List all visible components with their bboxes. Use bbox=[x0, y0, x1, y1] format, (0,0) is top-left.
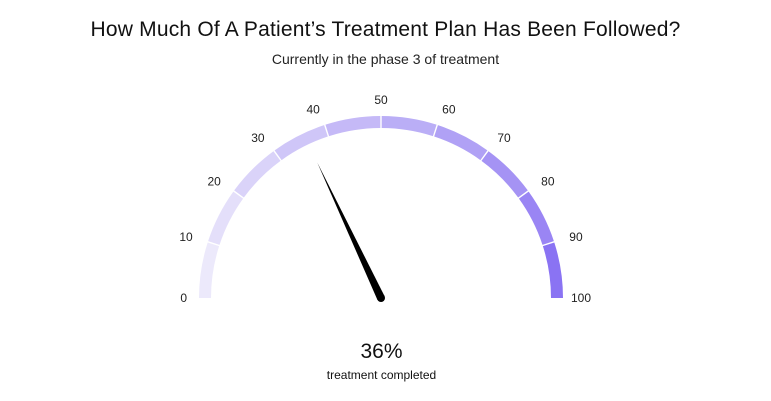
gauge-bands bbox=[199, 116, 563, 298]
tick-label-70: 70 bbox=[497, 131, 511, 145]
tick-label-0: 0 bbox=[180, 291, 187, 305]
gauge-value-label: treatment completed bbox=[326, 368, 437, 382]
tick-label-30: 30 bbox=[251, 131, 265, 145]
tick-label-60: 60 bbox=[442, 103, 456, 117]
gauge-needle-hub bbox=[377, 294, 385, 302]
gauge-band-9 bbox=[542, 242, 563, 298]
gauge-band-6 bbox=[434, 125, 488, 161]
gauge-band-8 bbox=[518, 191, 554, 245]
tick-label-20: 20 bbox=[207, 175, 221, 189]
tick-label-80: 80 bbox=[541, 175, 555, 189]
gauge-band-1 bbox=[208, 191, 244, 245]
gauge-needle-group bbox=[317, 162, 385, 302]
tick-label-40: 40 bbox=[306, 103, 320, 117]
gauge-tick-labels: 0 10 20 30 40 50 60 70 80 90 100 bbox=[179, 93, 591, 305]
tick-label-100: 100 bbox=[571, 291, 591, 305]
chart-subtitle: Currently in the phase 3 of treatment bbox=[271, 51, 500, 67]
tick-label-10: 10 bbox=[179, 230, 193, 244]
tick-label-90: 90 bbox=[569, 230, 583, 244]
gauge-band-5 bbox=[381, 116, 437, 137]
gauge-band-0 bbox=[199, 242, 220, 298]
gauge-needle bbox=[317, 162, 385, 300]
gauge-value: 36% bbox=[360, 340, 403, 363]
gauge-band-4 bbox=[325, 116, 381, 137]
gauge-band-2 bbox=[234, 151, 281, 198]
tick-label-50: 50 bbox=[374, 93, 388, 107]
gauge-band-7 bbox=[481, 151, 528, 198]
chart-title: How Much Of A Patient’s Treatment Plan H… bbox=[90, 18, 681, 41]
gauge-band-3 bbox=[274, 125, 328, 161]
